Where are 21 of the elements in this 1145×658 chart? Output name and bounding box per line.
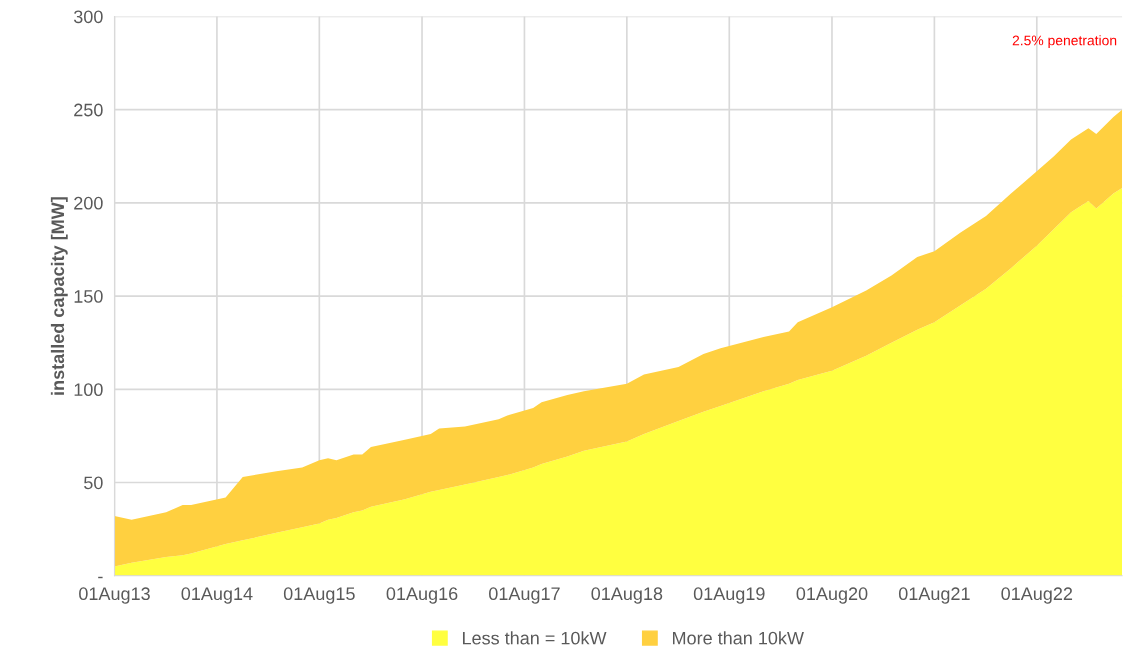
x-tick-label: 01Aug15 [283,587,355,604]
y-tick-label: 200 [74,196,103,210]
y-tick-label: 150 [74,290,103,303]
x-tick-label: 01Aug21 [898,587,970,604]
x-tick-label: 01Aug17 [489,587,560,604]
y-axis-title: installed capacity [MW] [50,197,68,395]
legend-label: Less than = 10kW [462,631,607,645]
y-tick-label: 100 [74,383,103,397]
y-tick-label: - [98,576,103,579]
y-tick-label: 50 [84,476,103,490]
x-tick-label: 01Aug19 [693,587,765,604]
x-tick-label: 01Aug13 [79,587,150,604]
x-tick-label: 01Aug18 [591,587,663,604]
y-tick-label: 300 [73,10,103,24]
y-tick-label: 250 [74,103,103,117]
x-tick-label: 01Aug22 [1001,587,1073,604]
x-tick-label: 01Aug16 [386,587,458,604]
legend-label: More than 10kW [673,631,804,645]
x-tick-label: 01Aug14 [181,587,253,604]
x-tick-label: 01Aug20 [796,587,868,604]
annotation: 2.5% penetration [1012,35,1117,49]
